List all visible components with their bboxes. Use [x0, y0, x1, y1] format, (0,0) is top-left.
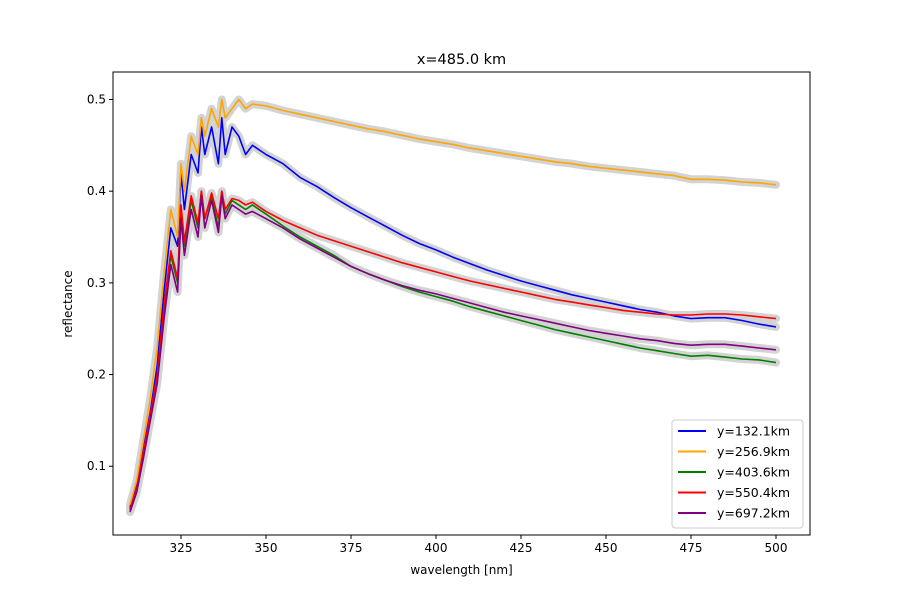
- x-tick-label: 425: [510, 541, 533, 555]
- x-tick-label: 350: [255, 541, 278, 555]
- x-axis-title: wavelength [nm]: [410, 563, 512, 577]
- x-tick-label: 375: [340, 541, 363, 555]
- x-tick-label: 450: [595, 541, 618, 555]
- x-tick-label: 400: [425, 541, 448, 555]
- plot-frame: [112, 71, 811, 536]
- series-line: [129, 190, 777, 510]
- y-tick-label: 0.4: [87, 184, 106, 198]
- axis-ticks: 325 350 375 400 425 450 475 500 0.1 0.2 0.3 0.4 0.5: [87, 93, 788, 555]
- legend: y=132.1km y=256.9km y=403.6km y=550.4km y=69…: [671, 419, 804, 529]
- chart-title: x=485.0 km: [417, 52, 506, 68]
- legend-label: y=132.1km: [717, 424, 790, 439]
- x-tick-label: 325: [170, 541, 193, 555]
- x-tick-label: 500: [765, 541, 788, 555]
- series-line: [129, 117, 777, 508]
- y-axis-title: reflectance: [61, 270, 75, 337]
- legend-label: y=550.4km: [717, 485, 790, 500]
- y-tick-label: 0.1: [87, 459, 106, 473]
- y-tick-label: 0.3: [87, 276, 106, 290]
- series-line: [129, 195, 777, 513]
- legend-label: y=697.2km: [717, 506, 790, 521]
- x-tick-label: 475: [680, 541, 703, 555]
- legend-label: y=256.9km: [717, 444, 790, 459]
- series-lines: [129, 98, 777, 513]
- legend-box: [671, 419, 804, 529]
- legend-label: y=403.6km: [717, 465, 790, 480]
- y-tick-label: 0.5: [87, 93, 106, 107]
- y-tick-label: 0.2: [87, 368, 106, 382]
- series-line: [129, 98, 777, 505]
